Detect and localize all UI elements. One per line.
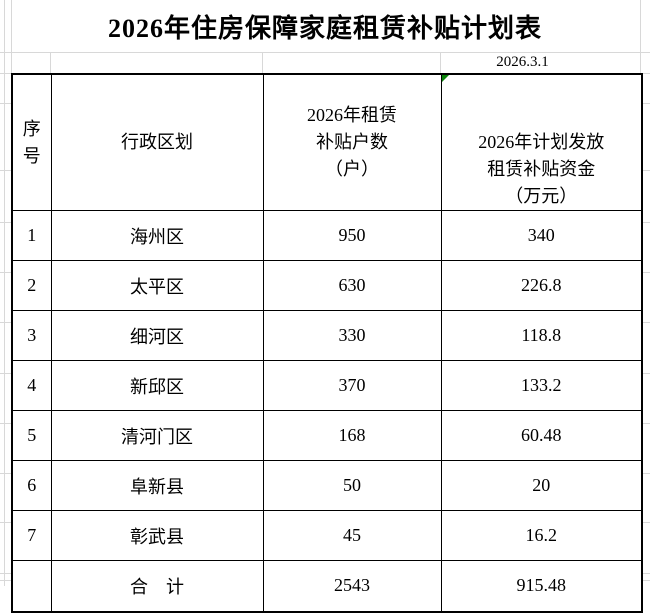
gridline [4, 0, 5, 586]
cell-funds[interactable]: 16.2 [440, 510, 643, 561]
cell-region[interactable]: 新邱区 [50, 360, 264, 411]
cell-funds[interactable]: 226.8 [440, 260, 643, 311]
table-row: 1 海州区 950 340 [11, 210, 643, 261]
cell-funds[interactable]: 118.8 [440, 310, 643, 361]
header-cell-region[interactable]: 行政区划 [50, 73, 264, 211]
cell-households[interactable]: 168 [262, 410, 442, 461]
cell-funds[interactable]: 60.48 [440, 410, 643, 461]
cell-index[interactable]: 3 [11, 310, 52, 361]
total-row: 合 计 2543 915.48 [11, 560, 643, 612]
cell-index[interactable]: 1 [11, 210, 52, 261]
report-date[interactable]: 2026.3.1 [496, 54, 549, 70]
cell-index[interactable]: 6 [11, 460, 52, 511]
cell-funds[interactable]: 340 [440, 210, 643, 261]
table-body: 1 海州区 950 340 2 太平区 630 226.8 3 细河区 330 118.8 4 新邱区 37… [11, 210, 643, 561]
cell-households[interactable]: 370 [262, 360, 442, 411]
table-row: 5 清河门区 168 60.48 [11, 410, 643, 461]
cell-households[interactable]: 950 [262, 210, 442, 261]
gridline [0, 52, 650, 53]
cell-region[interactable]: 细河区 [50, 310, 264, 361]
header-cell-funds[interactable]: 2026年计划发放 租赁补贴资金 （万元） [440, 73, 643, 211]
page-title[interactable]: 2026年住房保障家庭租赁补贴计划表 [12, 0, 638, 52]
subsidy-plan-table: 序 号 行政区划 2026年租赁 补贴户数 （户） 2026年计划发放 租赁补贴… [11, 73, 643, 613]
cell-index[interactable]: 5 [11, 410, 52, 461]
cell-region[interactable]: 清河门区 [50, 410, 264, 461]
cell-funds[interactable]: 133.2 [440, 360, 643, 411]
table-row: 6 阜新县 50 20 [11, 460, 643, 511]
cell-index[interactable]: 7 [11, 510, 52, 561]
header-row: 序 号 行政区划 2026年租赁 补贴户数 （户） 2026年计划发放 租赁补贴… [11, 73, 643, 211]
header-cell-funds-label: 2026年计划发放 租赁补贴资金 （万元） [478, 132, 605, 206]
cell-households[interactable]: 45 [262, 510, 442, 561]
header-cell-index[interactable]: 序 号 [11, 73, 52, 211]
cell-total-households[interactable]: 2543 [262, 560, 442, 612]
cell-region[interactable]: 彰武县 [50, 510, 264, 561]
cell-index[interactable]: 4 [11, 360, 52, 411]
cell-total-index[interactable] [11, 560, 52, 612]
table-row: 7 彰武县 45 16.2 [11, 510, 643, 561]
cell-region[interactable]: 阜新县 [50, 460, 264, 511]
table-row: 2 太平区 630 226.8 [11, 260, 643, 311]
cell-households[interactable]: 630 [262, 260, 442, 311]
table-row: 4 新邱区 370 133.2 [11, 360, 643, 411]
cell-region[interactable]: 太平区 [50, 260, 264, 311]
table-row: 3 细河区 330 118.8 [11, 310, 643, 361]
cell-total-label[interactable]: 合 计 [50, 560, 264, 612]
cell-region[interactable]: 海州区 [50, 210, 264, 261]
cell-funds[interactable]: 20 [440, 460, 643, 511]
cell-total-funds[interactable]: 915.48 [440, 560, 643, 612]
cell-households[interactable]: 330 [262, 310, 442, 361]
cell-households[interactable]: 50 [262, 460, 442, 511]
cell-error-indicator-icon [442, 75, 449, 82]
cell-index[interactable]: 2 [11, 260, 52, 311]
header-cell-households[interactable]: 2026年租赁 补贴户数 （户） [262, 73, 442, 211]
